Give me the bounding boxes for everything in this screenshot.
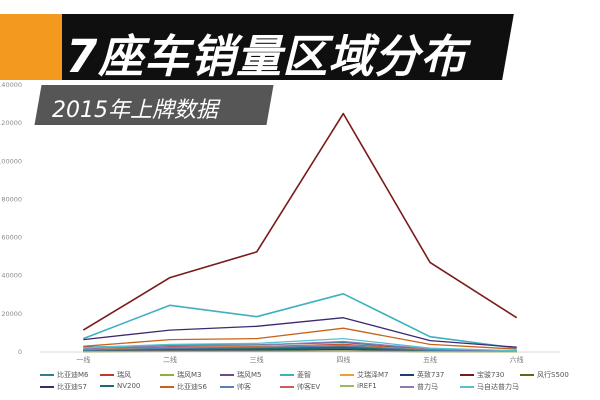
x-tick-label: 一线	[76, 355, 90, 364]
chart-title: 7座车销量区域分布	[66, 30, 467, 83]
x-tick-label: 四线	[336, 355, 350, 364]
legend-item: NV200	[100, 382, 140, 390]
legend-label: 帅客EV	[297, 383, 321, 391]
legend-item: 比亚迪M6	[40, 370, 89, 380]
x-tick-label: 五线	[423, 355, 437, 364]
legend-label: 英致737	[417, 371, 445, 379]
y-tick-label: 80000	[1, 195, 22, 203]
legend-item: 宝骏730	[460, 370, 504, 380]
legend-item: 瑞风M5	[220, 370, 262, 380]
title-accent-block	[0, 14, 62, 80]
legend-swatch	[40, 386, 54, 388]
series-line	[82, 112, 518, 331]
legend-label: 瑞风	[117, 371, 131, 379]
y-tick-label: 60000	[1, 234, 22, 242]
legend-item: 风行S500	[520, 370, 569, 380]
y-axis-ticks: 0 20000 40000 60000 80000 100000 120000 140000	[0, 81, 22, 356]
title-banner: 7座车销量区域分布	[0, 14, 600, 83]
legend-swatch	[160, 374, 174, 376]
series-line	[83, 337, 517, 352]
legend-item: 英致737	[400, 370, 444, 380]
legend-swatch	[520, 374, 534, 376]
x-tick-label: 二线	[163, 355, 177, 364]
legend-item: 普力马	[400, 382, 438, 392]
legend-item: 艾瑞泽M7	[340, 370, 389, 380]
legend-label: iREF1	[357, 382, 377, 390]
legend-label: 风行S500	[537, 371, 569, 379]
legend-item: 帅客EV	[280, 382, 320, 392]
legend-swatch	[460, 374, 474, 376]
legend-item: 菱智	[280, 370, 311, 380]
legend-swatch	[160, 386, 174, 388]
legend-swatch	[220, 386, 234, 388]
series-line	[83, 327, 517, 350]
series-lines	[82, 112, 518, 353]
legend-item: 瑞风	[100, 370, 131, 380]
legend-label: 比亚迪S7	[57, 383, 87, 391]
legend-label: 普力马	[417, 383, 438, 391]
legend-item: 帅客	[220, 382, 251, 392]
legend-label: 帅客	[237, 383, 251, 391]
y-tick-label: 0	[18, 348, 22, 356]
series-line	[83, 292, 517, 349]
series-line	[83, 350, 517, 353]
legend-item: 瑞风M3	[160, 370, 202, 380]
legend-label: 瑞风M5	[237, 371, 262, 379]
legend-label: 比亚迪S6	[177, 383, 207, 391]
legend-swatch	[40, 374, 54, 376]
legend-label: 比亚迪M6	[57, 371, 89, 379]
legend-item: 比亚迪S6	[160, 382, 207, 392]
legend-swatch	[100, 385, 114, 387]
legend-label: 宝骏730	[477, 371, 505, 379]
legend-item: iREF1	[340, 382, 377, 390]
series-line	[83, 317, 517, 348]
legend-label: 马自达普力马	[477, 383, 519, 391]
x-tick-label: 三线	[250, 355, 264, 364]
legend-swatch	[460, 386, 474, 388]
legend-item: 比亚迪S7	[40, 382, 87, 392]
legend-label: 艾瑞泽M7	[357, 371, 389, 379]
y-tick-label: 120000	[0, 119, 22, 127]
legend-label: 瑞风M3	[177, 371, 202, 379]
x-tick-label: 六线	[510, 355, 524, 364]
legend-item: 马自达普力马	[460, 382, 519, 392]
chart-subtitle: 2015年上牌数据	[52, 98, 218, 123]
x-axis-ticks: 一线 二线 三线 四线 五线 六线	[76, 355, 523, 364]
y-tick-label: 140000	[0, 81, 22, 89]
legend-swatch	[400, 386, 414, 388]
legend-swatch	[100, 374, 114, 376]
legend-swatch	[280, 386, 294, 388]
y-tick-label: 40000	[1, 272, 22, 280]
legend-label: NV200	[117, 382, 141, 390]
legend-swatch	[280, 374, 294, 376]
subtitle-banner: 2015年上牌数据	[34, 85, 274, 125]
legend-label: 菱智	[297, 371, 311, 379]
legend-swatch	[340, 374, 354, 376]
legend-swatch	[400, 374, 414, 376]
y-tick-label: 100000	[0, 157, 22, 165]
legend-swatch	[340, 385, 354, 387]
legend-swatch	[220, 374, 234, 376]
series-line	[83, 345, 517, 352]
y-tick-label: 20000	[1, 310, 22, 318]
